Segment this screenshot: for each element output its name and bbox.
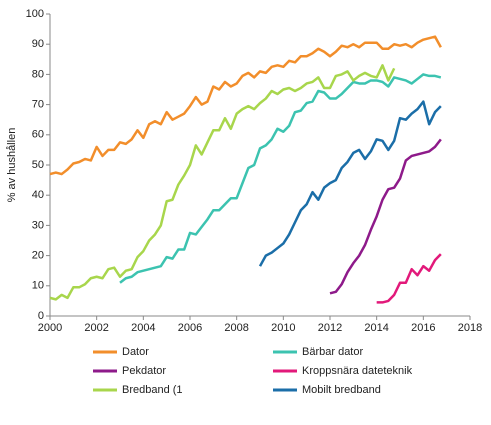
y-tick-label: 50	[32, 159, 44, 171]
legend-label: Mobilt bredband	[302, 384, 381, 396]
series-line	[49, 64, 396, 301]
y-tick-label: 90	[32, 38, 44, 50]
legend-label: Kroppsnära dateteknik	[302, 365, 413, 377]
x-tick-label: 2008	[224, 322, 248, 334]
legend-label: Dator	[122, 346, 149, 358]
legend-label: Pekdator	[122, 365, 166, 377]
x-tick-label: 2012	[318, 322, 342, 334]
x-tick-label: 2018	[458, 322, 482, 334]
series-line	[119, 73, 442, 284]
x-tick-label: 2014	[364, 322, 388, 334]
x-tick-label: 2004	[131, 322, 155, 334]
x-tick-label: 2006	[178, 322, 202, 334]
series-line	[258, 100, 442, 267]
legend-label: Bärbar dator	[302, 346, 363, 358]
x-tick-label: 2002	[84, 322, 108, 334]
series-line	[49, 35, 442, 176]
y-tick-label: 20	[32, 250, 44, 262]
y-axis-label: % av hushållen	[6, 128, 18, 203]
legend-label: Bredband (1	[122, 384, 183, 396]
series-line	[329, 138, 442, 295]
y-tick-label: 0	[38, 310, 44, 322]
y-tick-label: 10	[32, 280, 44, 292]
x-tick-label: 2010	[271, 322, 295, 334]
series-line	[376, 253, 442, 304]
y-tick-label: 60	[32, 129, 44, 141]
x-tick-label: 2000	[38, 322, 62, 334]
y-tick-label: 40	[32, 189, 44, 201]
y-tick-label: 70	[32, 99, 44, 111]
x-tick-label: 2016	[411, 322, 435, 334]
y-tick-label: 80	[32, 68, 44, 80]
y-tick-label: 100	[26, 8, 44, 20]
y-tick-label: 30	[32, 219, 44, 231]
